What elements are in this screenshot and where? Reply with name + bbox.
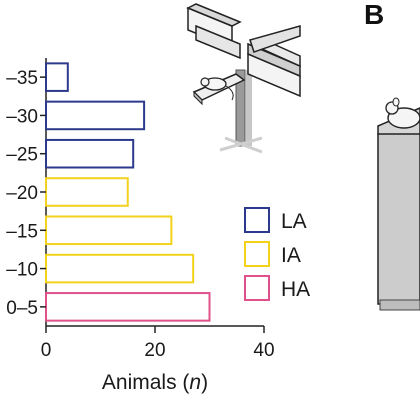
- y-tick-label-3: –25: [6, 145, 38, 166]
- x-axis-title-close: ): [201, 371, 208, 394]
- y-tick-label-5: –15: [6, 221, 38, 242]
- legend-swatch-la: [244, 207, 270, 233]
- x-axis-title: Animals (n): [102, 371, 208, 394]
- chart-legend: LA IA HA: [244, 207, 310, 301]
- y-tick-label-6: –10: [6, 260, 38, 281]
- bar-1: [45, 62, 69, 92]
- bar-5: [45, 215, 173, 246]
- legend-label-ia: IA: [281, 244, 301, 267]
- x-tick-label-20: 20: [144, 340, 165, 361]
- legend-label-la: LA: [281, 210, 307, 233]
- bar-2: [45, 100, 146, 131]
- y-tick-label-2: –30: [6, 106, 38, 127]
- platform-mouse-illustration: [377, 97, 420, 311]
- bar-3: [45, 138, 135, 169]
- bar-7: [45, 292, 211, 322]
- legend-swatch-ha: [244, 275, 270, 301]
- y-tick-labels: –35 –30 –25 –20 –15 –10 0–5: [6, 68, 46, 319]
- x-tick-label-0: 0: [41, 340, 52, 361]
- y-tick-label-1: –35: [6, 68, 38, 89]
- y-tick-label-7: 0–5: [6, 298, 38, 319]
- bar-series: [45, 62, 211, 322]
- x-axis-title-text: Animals (: [102, 371, 190, 394]
- x-axis-title-variable: n: [189, 371, 201, 394]
- y-tick-label-4: –20: [6, 183, 38, 204]
- x-tick-label-40: 40: [253, 340, 274, 361]
- bar-6: [45, 253, 195, 284]
- panel-label: B: [364, 0, 384, 30]
- elevated-plus-maze-illustration: [186, 3, 301, 154]
- legend-swatch-ia: [244, 241, 270, 267]
- legend-label-ha: HA: [281, 278, 310, 301]
- x-ticks: 0 20 40: [41, 326, 275, 361]
- bar-4: [45, 177, 129, 207]
